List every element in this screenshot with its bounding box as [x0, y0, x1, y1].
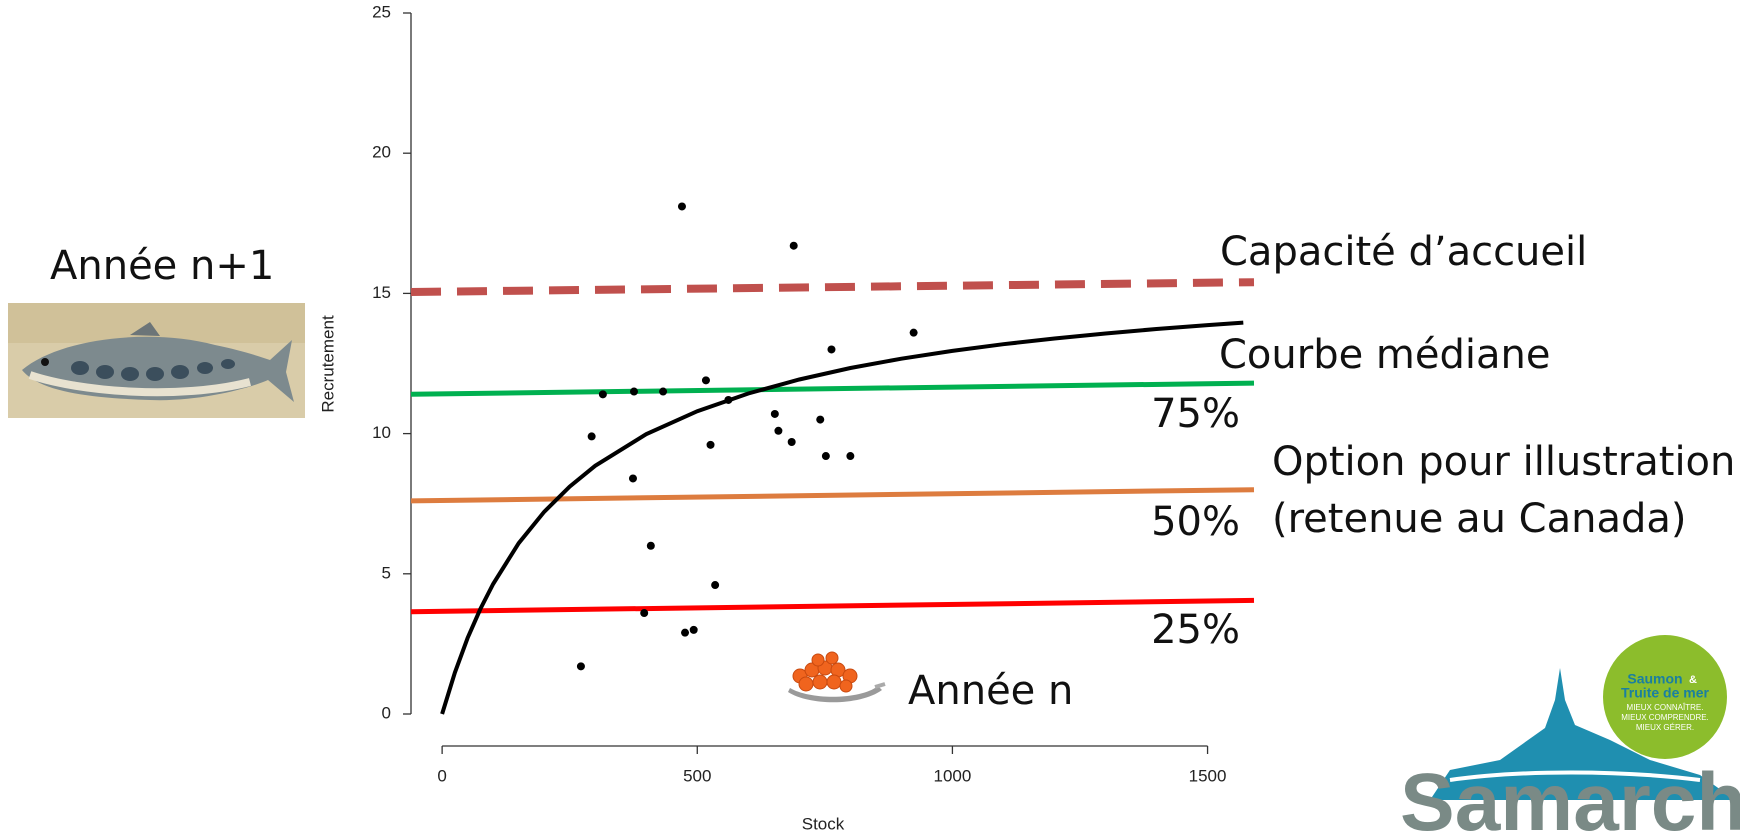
y-tick-label: 15: [372, 283, 391, 302]
option-note: (retenue au Canada): [1272, 496, 1687, 542]
fish-photo: [8, 303, 305, 418]
recruit-year-label: Année n+1: [50, 243, 274, 289]
x-tick-label: 500: [683, 766, 711, 785]
reference-line: [410, 380, 1255, 397]
data-point: [909, 328, 918, 337]
curve-label: Courbe médiane: [1219, 332, 1550, 378]
data-point: [787, 438, 796, 447]
data-point: [724, 395, 733, 404]
stock-year-label: Année n: [908, 668, 1073, 714]
dashed-reference-line: [410, 278, 1255, 296]
logo-brand: Samarch: [1400, 757, 1740, 833]
data-point: [598, 390, 607, 399]
badge-amp: &: [1689, 674, 1697, 686]
data-point: [711, 581, 720, 590]
y-tick-label: 0: [382, 703, 391, 722]
reference-line-label: Capacité d’accueil: [1220, 229, 1587, 275]
data-point: [646, 541, 655, 550]
reference-line: [410, 597, 1255, 615]
photo-board: [8, 303, 305, 343]
badge-line: MIEUX CONNAÎTRE.: [1627, 703, 1704, 712]
x-tick-label: 1500: [1189, 766, 1227, 785]
reference-line: [410, 487, 1255, 504]
data-point: [659, 387, 668, 396]
data-point: [706, 440, 715, 449]
fish-belly: [28, 371, 251, 397]
eggs: [792, 651, 858, 693]
spoon-handle: [874, 682, 886, 689]
data-point: [681, 628, 690, 637]
data-point: [774, 426, 783, 435]
logo-wave: [1449, 770, 1701, 782]
logo: Saumon & Truite de mer MIEUX CONNAÎTRE. …: [1400, 635, 1740, 833]
logo-badge: [1603, 635, 1727, 759]
data-point: [628, 474, 637, 483]
data-point: [827, 345, 836, 354]
option-note: Option pour illustration: [1272, 439, 1735, 485]
data-point: [846, 452, 855, 461]
data-point: [689, 625, 698, 634]
eggs-spoon: [788, 651, 886, 703]
data-point: [821, 452, 830, 461]
y-axis-label: Recrutement: [318, 315, 337, 413]
badge-subtitle: Truite de mer: [1621, 685, 1709, 701]
logo-mountain: [1430, 668, 1735, 800]
data-point: [816, 415, 825, 424]
x-axis-label: Stock: [802, 814, 845, 833]
reference-line-label: 25%: [1151, 607, 1240, 653]
data-point: [576, 662, 585, 671]
y-tick-label: 25: [372, 2, 391, 21]
fish-spots: [71, 359, 235, 381]
median-curve: [440, 320, 1244, 715]
data-point: [640, 609, 649, 618]
badge-line: MIEUX GÉRER.: [1636, 723, 1694, 732]
data-point: [677, 202, 686, 211]
data-point: [629, 387, 638, 396]
y-tick-label: 10: [372, 423, 391, 442]
reference-line-label: 75%: [1151, 391, 1240, 437]
x-tick-label: 0: [437, 766, 446, 785]
spoon: [788, 686, 882, 703]
data-point: [770, 409, 779, 418]
y-tick-label: 5: [382, 563, 391, 582]
badge-line: MIEUX COMPRENDRE.: [1621, 713, 1709, 722]
fish-fin: [130, 322, 160, 336]
data-point: [789, 241, 798, 250]
data-point: [587, 432, 596, 441]
y-tick-label: 20: [372, 143, 391, 162]
fish-eye: [41, 358, 49, 366]
x-tick-label: 1000: [934, 766, 972, 785]
reference-line-label: 50%: [1151, 499, 1240, 545]
badge-title: Saumon: [1627, 671, 1682, 687]
data-point: [701, 376, 710, 385]
